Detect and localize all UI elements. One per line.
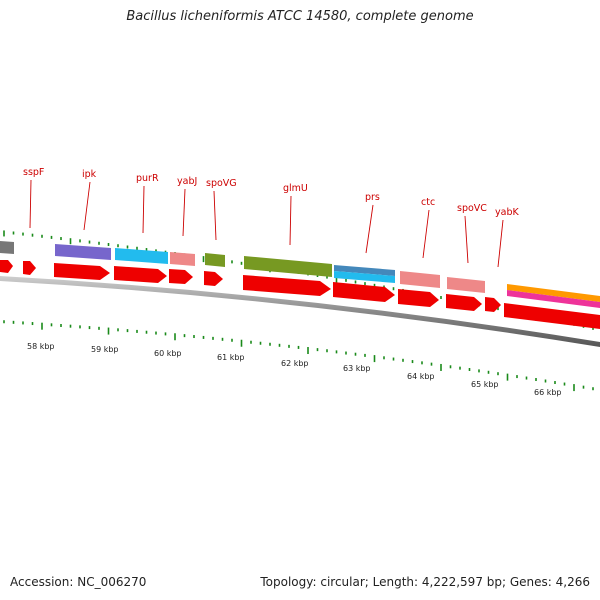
cog-bar-ctc[interactable] <box>400 271 440 288</box>
scale-labels: 58 kbp 59 kbp 60 kbp 61 kbp 62 kbp 63 kbp 64 k… <box>27 342 562 397</box>
gene-label[interactable]: prs <box>365 192 380 203</box>
gene-leader-line <box>29 179 32 229</box>
gene-label[interactable]: yabJ <box>177 176 197 187</box>
scale-label: 63 kbp <box>343 364 371 373</box>
cds-arrow-spoVC[interactable] <box>446 294 482 311</box>
cog-bar-glmU[interactable] <box>244 256 332 277</box>
cds-arrow-prs[interactable] <box>333 282 395 302</box>
accession-text: Accession: NC_006270 <box>10 575 147 589</box>
scale-label: 60 kbp <box>154 349 182 358</box>
cog-bar-prs-a[interactable] <box>334 265 395 276</box>
gene-leader-line <box>365 204 374 254</box>
gene-leader-line <box>289 195 292 246</box>
cds-arrow-glmU[interactable] <box>243 275 331 296</box>
cds-arrow-1[interactable] <box>0 260 13 273</box>
gene-label[interactable]: spoVG <box>206 178 237 189</box>
map-title: Bacillus licheniformis ATCC 14580, compl… <box>126 9 474 24</box>
gene-label[interactable]: spoVC <box>457 203 487 214</box>
gene-leader-line <box>422 209 430 259</box>
scale-label: 62 kbp <box>281 359 309 368</box>
gene-leader-line <box>142 185 145 234</box>
scale-ticks-outer <box>3 320 594 392</box>
cds-arrow-yabK-small[interactable] <box>485 297 501 312</box>
gene-label[interactable]: yabK <box>495 207 519 218</box>
cog-bar-spoVC[interactable] <box>447 277 485 293</box>
cog-feature-track <box>0 241 600 308</box>
cog-bar-gray[interactable] <box>0 241 14 254</box>
gene-leader-line <box>83 181 91 231</box>
scale-label: 66 kbp <box>534 388 562 397</box>
scale-label: 59 kbp <box>91 345 119 354</box>
cds-arrow-ctc[interactable] <box>398 289 439 307</box>
genome-stats-text: Topology: circular; Length: 4,222,597 bp… <box>260 575 590 589</box>
genome-backbone <box>0 276 600 347</box>
cog-bar-purR[interactable] <box>115 248 168 264</box>
gene-label[interactable]: glmU <box>283 183 308 194</box>
scale-label: 64 kbp <box>407 372 435 381</box>
scale-label: 58 kbp <box>27 342 55 351</box>
cds-arrow-spoVG[interactable] <box>204 271 223 286</box>
scale-label: 61 kbp <box>217 353 245 362</box>
cds-arrow-purR[interactable] <box>114 266 167 283</box>
gene-label[interactable]: purR <box>136 173 159 184</box>
gene-leader-line <box>182 188 186 237</box>
cog-bar-yabK-b[interactable] <box>507 290 600 308</box>
cds-arrow-ipk[interactable] <box>54 263 110 280</box>
gene-label[interactable]: ctc <box>421 197 435 208</box>
cog-bar-yabJ[interactable] <box>170 252 195 266</box>
cds-arrow-yabJ[interactable] <box>169 269 193 284</box>
cog-bar-prs-b[interactable] <box>334 271 395 283</box>
cog-bar-yabK-a[interactable] <box>507 284 600 302</box>
cds-arrow-yabK[interactable] <box>504 303 600 329</box>
gene-label[interactable]: ipk <box>82 169 97 180</box>
gene-label[interactable]: sspF <box>23 167 44 178</box>
cog-bar-ipk[interactable] <box>55 244 111 260</box>
scale-label: 65 kbp <box>471 380 499 389</box>
gene-leader-line <box>213 190 217 241</box>
cds-arrow-track <box>0 260 600 329</box>
gene-leader-line <box>497 219 504 268</box>
gene-labels: sspF ipk purR yabJ spoVG glmU prs ctc spoVC yabK <box>23 167 519 268</box>
cds-arrow-sspF[interactable] <box>23 261 36 275</box>
gene-leader-line <box>464 215 469 264</box>
cog-bar-spoVG[interactable] <box>205 253 225 267</box>
